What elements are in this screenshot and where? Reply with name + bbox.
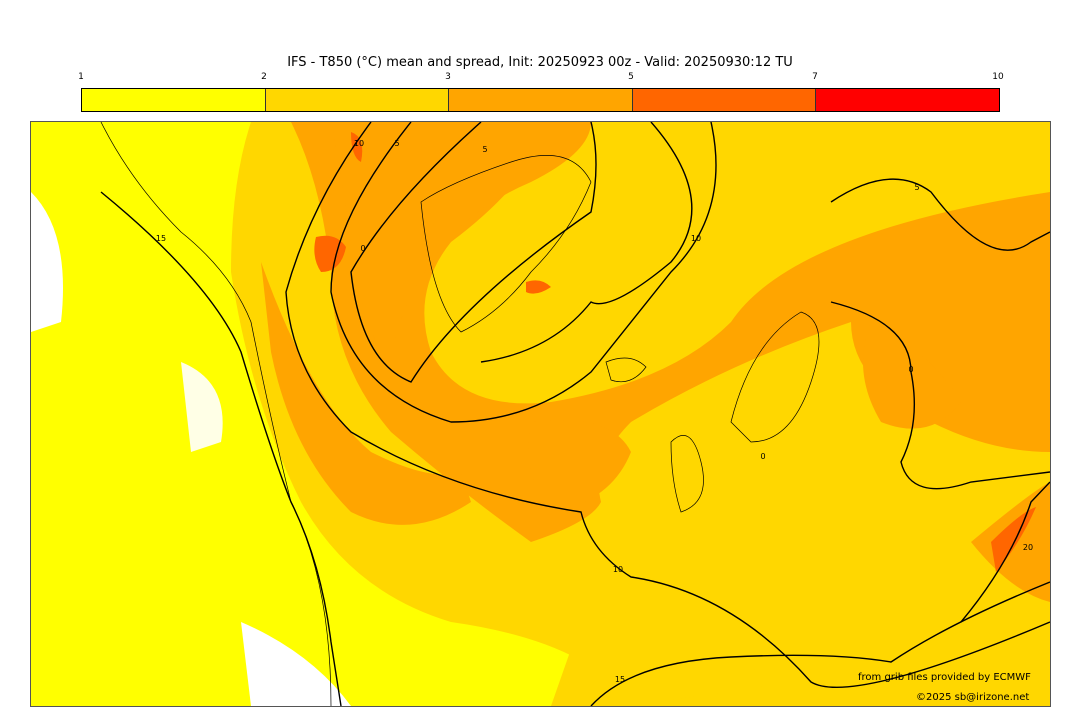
nodata-area xyxy=(31,192,63,332)
contour-label: 5 xyxy=(914,183,919,192)
spread-field-3-5 xyxy=(528,420,631,512)
spread-map: 15 10 5 0 5 10 5 0 0 10 15 20 from grib … xyxy=(30,121,1051,707)
t850-contours xyxy=(100,122,1050,706)
isotherm-5-east xyxy=(830,178,1050,251)
contour-label: 0 xyxy=(360,244,365,253)
contour-label: 15 xyxy=(615,675,625,684)
contour-label: 0 xyxy=(908,365,913,374)
isotherm-15-south xyxy=(590,581,1050,706)
isotherm-15 xyxy=(100,191,342,706)
copyright-credit: ©2025 sb@irizone.net xyxy=(916,692,1030,703)
colorbar xyxy=(81,88,1000,112)
colorbar-segment xyxy=(632,89,817,111)
coastline-scandinavia xyxy=(730,311,820,443)
isotherm-20 xyxy=(960,481,1050,623)
nodata-area xyxy=(181,362,223,452)
coastline-iceland xyxy=(605,357,647,383)
contour-label: 10 xyxy=(354,139,364,148)
spread-field-5-7 xyxy=(314,235,346,272)
colorbar-segment xyxy=(816,89,999,111)
contour-label: 5 xyxy=(482,145,487,154)
spread-field-3-5 xyxy=(331,122,591,372)
isotherm-5 xyxy=(330,122,717,423)
colorbar-tick: 1 xyxy=(78,72,84,82)
coastline-america xyxy=(100,122,332,706)
spread-field-5-7 xyxy=(991,507,1036,572)
contour-label: 0 xyxy=(760,452,765,461)
colorbar-segment xyxy=(265,89,450,111)
contour-label: 10 xyxy=(613,565,623,574)
spread-field-3-5 xyxy=(261,262,471,525)
isotherm-0-east xyxy=(830,301,1050,490)
colorbar-tick: 3 xyxy=(445,72,451,82)
contour-label: 10 xyxy=(691,234,701,243)
coastline-greenland xyxy=(420,155,592,333)
contour-label-group: 15 10 5 0 5 10 5 0 0 10 15 20 xyxy=(156,139,1033,684)
colorbar-tick: 10 xyxy=(992,72,1004,82)
contour-label: 5 xyxy=(394,139,399,148)
spread-field-2-3 xyxy=(551,592,791,706)
isotherm-10-north xyxy=(480,122,693,363)
coastlines xyxy=(100,122,820,706)
spread-field-3-5 xyxy=(291,122,1050,542)
data-source-credit: from grib files provided by ECMWF xyxy=(858,672,1031,683)
colorbar-tick: 2 xyxy=(261,72,267,82)
colorbar-tick: 7 xyxy=(812,72,818,82)
spread-field-5-7 xyxy=(526,280,551,294)
contour-label: 15 xyxy=(156,234,166,243)
coastline-britain xyxy=(670,435,704,513)
isotherm-10 xyxy=(285,122,1050,689)
nodata-area xyxy=(241,622,351,706)
isotherm-0 xyxy=(350,122,597,383)
spread-field-5-7 xyxy=(351,132,363,162)
map-title: IFS - T850 (°C) mean and spread, Init: 2… xyxy=(287,55,793,70)
colorbar-segment xyxy=(82,89,266,111)
colorbar-tick: 5 xyxy=(628,72,634,82)
contour-label: 20 xyxy=(1023,543,1033,552)
colorbar-segment xyxy=(449,89,633,111)
